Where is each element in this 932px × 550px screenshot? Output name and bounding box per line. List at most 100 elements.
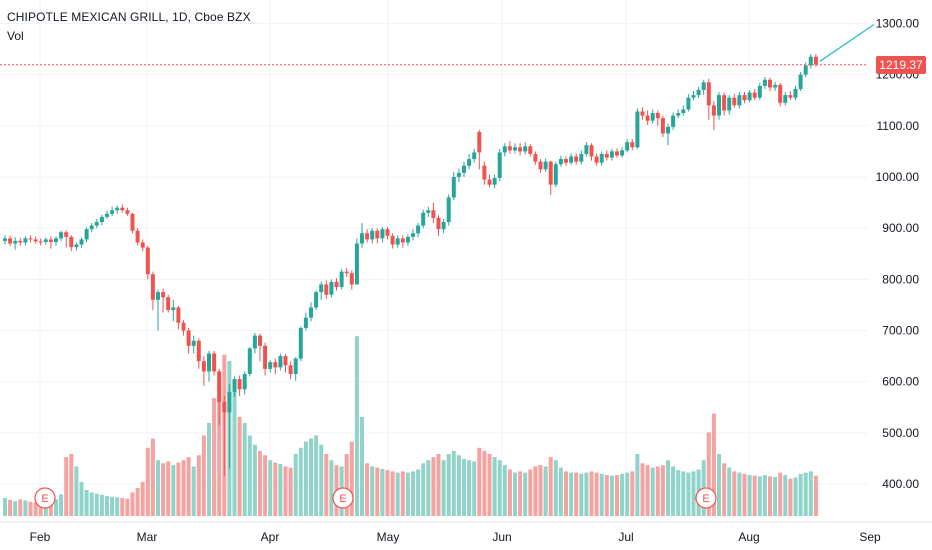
candle-body	[222, 402, 227, 413]
candle-body	[278, 356, 283, 368]
y-tick-label: 800.00	[882, 272, 919, 286]
earnings-circle	[695, 487, 717, 509]
volume-bar	[201, 435, 206, 516]
volume-bars	[3, 336, 818, 516]
candle-body	[18, 240, 23, 243]
volume-bar	[288, 467, 293, 516]
volume-bar	[625, 472, 630, 516]
candle-body	[283, 356, 288, 366]
candle-body	[798, 74, 803, 89]
candle-body	[451, 176, 456, 198]
volume-bar	[115, 497, 120, 516]
candle-body	[472, 152, 477, 160]
candle-body	[543, 161, 548, 170]
candle-body	[742, 95, 747, 101]
projection-line	[819, 23, 875, 62]
volume-bar	[645, 465, 650, 516]
volume-bar	[706, 432, 711, 516]
symbol-title[interactable]: CHIPOTLE MEXICAN GRILL, 1D, Cboe BZX	[7, 10, 251, 24]
candle-body	[456, 172, 461, 177]
volume-bar	[125, 498, 130, 516]
volume-bar	[757, 476, 762, 516]
volume-bar	[808, 471, 813, 516]
volume-bar	[344, 454, 349, 516]
volume-bar	[783, 475, 788, 516]
candle-body	[660, 118, 665, 134]
volume-bar	[553, 460, 558, 516]
candle-body	[329, 281, 334, 295]
candle-body	[778, 84, 783, 103]
volume-bar	[717, 454, 721, 516]
y-tick-label: 900.00	[882, 221, 919, 235]
volume-bar	[298, 447, 303, 516]
volume-bar	[171, 465, 176, 516]
price-axis[interactable]: 1300.001200.001100.001000.00900.00800.00…	[876, 16, 920, 491]
volume-bar	[28, 501, 33, 516]
candle-body	[99, 216, 104, 223]
volume-bar	[94, 493, 99, 516]
volume-bar	[737, 472, 742, 516]
volume-bar	[691, 471, 696, 516]
volume-bar	[681, 471, 686, 516]
volume-bar	[74, 466, 79, 516]
volume-bar	[518, 471, 523, 516]
candle-body	[201, 361, 206, 372]
volume-bar	[513, 472, 517, 516]
volume-bar	[375, 467, 380, 516]
volume-bar	[314, 435, 319, 516]
volume-bar	[395, 472, 400, 516]
volume-bar	[232, 392, 237, 516]
time-axis[interactable]: Feb Mar Apr May Jun Jul Aug Sep	[0, 521, 932, 544]
y-tick-label: 700.00	[882, 323, 919, 337]
volume-bar	[324, 454, 329, 516]
volume-bar	[23, 500, 28, 516]
volume-bar	[502, 465, 507, 516]
candle-body	[553, 164, 558, 185]
volume-bar	[120, 498, 125, 516]
candle-body	[717, 95, 721, 116]
candle-body	[569, 156, 574, 163]
x-tick-label: Apr	[261, 530, 280, 544]
volume-bar	[416, 469, 421, 516]
candle-body	[293, 358, 298, 374]
candle-body	[793, 88, 798, 98]
volume-indicator-label[interactable]: Vol	[7, 29, 24, 43]
candle-body	[604, 153, 609, 158]
volume-bar	[283, 466, 288, 516]
candle-body	[436, 217, 441, 230]
candle-body	[319, 284, 324, 293]
candle-body	[620, 150, 625, 156]
volume-bar	[212, 398, 217, 516]
candle-body	[28, 238, 33, 240]
volume-bar	[252, 444, 257, 516]
volume-bar	[482, 450, 487, 516]
volume-bar	[599, 473, 604, 516]
volume-bar	[247, 435, 252, 516]
candle-body	[533, 153, 538, 162]
y-tick-label: 1000.00	[876, 170, 920, 184]
candle-body	[788, 95, 793, 98]
volume-bar	[630, 471, 635, 516]
volume-bar	[54, 499, 58, 516]
volume-bar	[130, 492, 135, 516]
volume-bar	[411, 471, 415, 516]
earnings-label: E	[339, 493, 346, 505]
volume-bar	[309, 438, 313, 516]
candle-body	[217, 371, 222, 403]
volume-bar	[523, 472, 528, 516]
earnings-marker: E	[34, 487, 56, 509]
candle-body	[757, 85, 762, 98]
volume-bar	[176, 462, 181, 516]
volume-bar	[615, 475, 619, 516]
volume-bar	[59, 494, 64, 516]
volume-bar	[574, 472, 579, 516]
candle-body	[288, 365, 293, 374]
candle-body	[497, 152, 502, 179]
candlesticks	[3, 54, 818, 477]
x-tick-label: Jun	[492, 530, 511, 544]
candle-body	[232, 379, 237, 392]
volume-bar	[207, 423, 211, 516]
volume-bar	[263, 455, 268, 516]
